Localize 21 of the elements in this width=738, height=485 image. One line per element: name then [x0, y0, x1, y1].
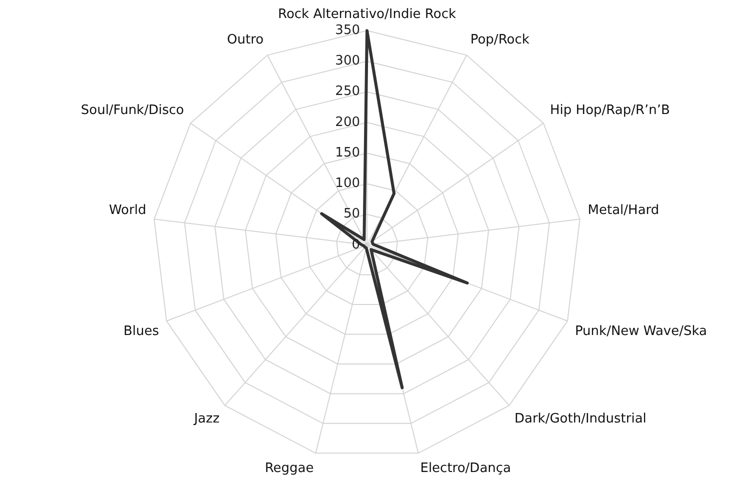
spoke-label: Jazz — [193, 412, 220, 427]
spoke-label: Reggae — [264, 461, 314, 476]
y-tick-label: 350 — [335, 22, 360, 38]
spoke-label: Hip Hop/Rap/R’n’B — [550, 103, 670, 118]
spoke-label: Electro/Dança — [420, 461, 512, 476]
y-tick-label: 0 — [352, 237, 360, 252]
spoke-label: Dark/Goth/Industrial — [514, 412, 646, 427]
spoke-label: Rock Alternativo/Indie Rock — [278, 7, 456, 22]
spoke-label: Blues — [124, 324, 160, 340]
spoke-label: Outro — [227, 32, 264, 48]
spoke-label: Pop/Rock — [470, 32, 530, 48]
spoke-label: Punk/New Wave/Ska — [574, 324, 708, 340]
spoke-label: Soul/Funk/Disco — [80, 103, 184, 118]
y-tick-label: 250 — [335, 84, 360, 100]
spoke-label: Metal/Hard — [588, 202, 660, 218]
y-tick-label: 200 — [335, 114, 360, 130]
y-tick-label: 300 — [335, 54, 360, 69]
spoke-label: World — [108, 202, 146, 218]
y-tick-label: 50 — [343, 206, 360, 222]
y-tick-label: 100 — [335, 176, 360, 192]
y-tick-label: 150 — [335, 145, 360, 160]
